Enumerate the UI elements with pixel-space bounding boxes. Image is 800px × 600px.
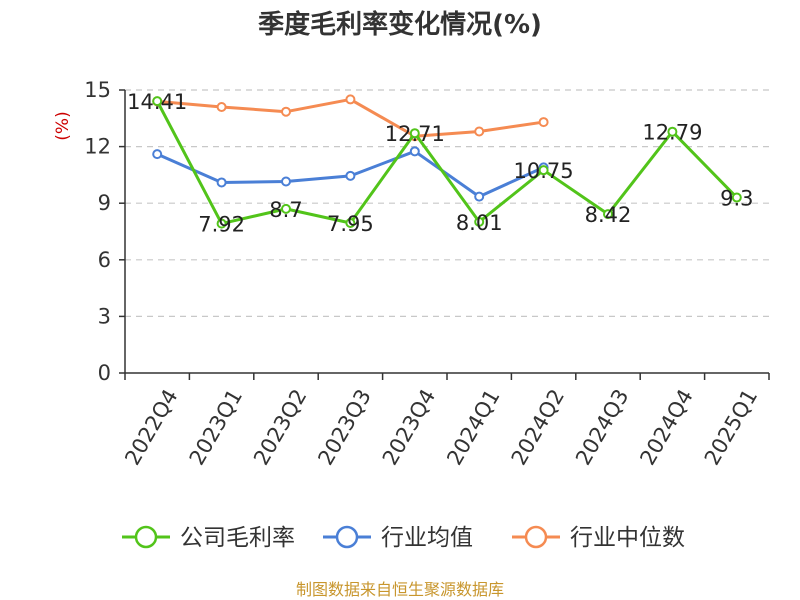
legend-label: 行业均值: [381, 525, 473, 551]
data-label: 7.92: [198, 213, 245, 237]
data-point: [152, 149, 163, 160]
x-tick-label: 2023Q2: [249, 385, 311, 469]
legend-marker: [524, 525, 548, 549]
data-point: [152, 96, 163, 107]
data-label: 8.42: [585, 203, 632, 227]
data-label: 10.75: [514, 159, 574, 183]
source-note: 制图数据来自恒生聚源数据库: [296, 580, 504, 599]
data-point: [474, 191, 485, 202]
x-tick-label: 2024Q4: [635, 385, 697, 469]
series-line: [155, 100, 738, 226]
data-point: [281, 176, 291, 187]
x-tick-label: 2022Q4: [120, 385, 182, 469]
data-label: 14.41: [127, 90, 187, 114]
data-label: 12.71: [385, 122, 445, 146]
data-point: [474, 126, 485, 137]
legend-marker: [134, 525, 158, 549]
data-point: [216, 101, 227, 112]
data-point: [345, 218, 356, 229]
data-label: 12.79: [642, 121, 702, 145]
y-tick-label: 6: [98, 248, 111, 272]
y-tick-label: 9: [98, 191, 111, 215]
x-tick-label: 2024Q2: [507, 385, 569, 469]
legend-label: 公司毛利率: [180, 525, 295, 551]
data-point: [281, 203, 291, 214]
y-tick-label: 3: [98, 304, 111, 328]
y-tick-label: 12: [84, 135, 111, 159]
y-axis-unit: (%): [53, 111, 73, 140]
data-point: [345, 94, 356, 105]
data-point: [667, 126, 678, 137]
data-point: [538, 165, 549, 176]
x-tick-label: 2024Q1: [442, 385, 504, 469]
data-point: [731, 192, 742, 203]
data-point: [409, 128, 420, 139]
data-label: 8.7: [269, 198, 302, 222]
data-point: [281, 106, 291, 117]
series-line: [157, 97, 544, 138]
legend-marker: [335, 525, 359, 549]
data-point: [216, 177, 227, 188]
y-tick-label: 15: [84, 78, 111, 102]
data-point: [216, 218, 227, 229]
legend: 公司毛利率 行业均值 行业中位数: [122, 525, 685, 551]
data-point: [345, 170, 356, 181]
x-tick-label: 2023Q1: [185, 385, 247, 469]
data-label: 8.01: [456, 211, 503, 235]
x-tick-label: 2023Q3: [313, 385, 375, 469]
series-group: [152, 94, 742, 229]
data-label: 7.95: [327, 212, 374, 236]
data-point: [538, 117, 549, 128]
data-label: 9.3: [720, 187, 753, 211]
x-tick-label: 2024Q3: [571, 385, 633, 469]
x-tick-label: 2025Q1: [700, 385, 762, 469]
legend-label: 行业中位数: [570, 525, 685, 551]
x-tick-label: 2023Q4: [378, 385, 440, 469]
gridlines: [125, 89, 769, 317]
data-labels: 14.41 7.92 8.7 7.95 12.71 8.01 10.75 8.42 12.79 9…: [127, 90, 753, 236]
data-point: [603, 209, 613, 220]
y-tick-label: 0: [98, 361, 111, 385]
chart-title: 季度毛利率变化情况(%): [258, 9, 542, 40]
data-point: [474, 216, 485, 227]
data-point: [409, 146, 420, 157]
